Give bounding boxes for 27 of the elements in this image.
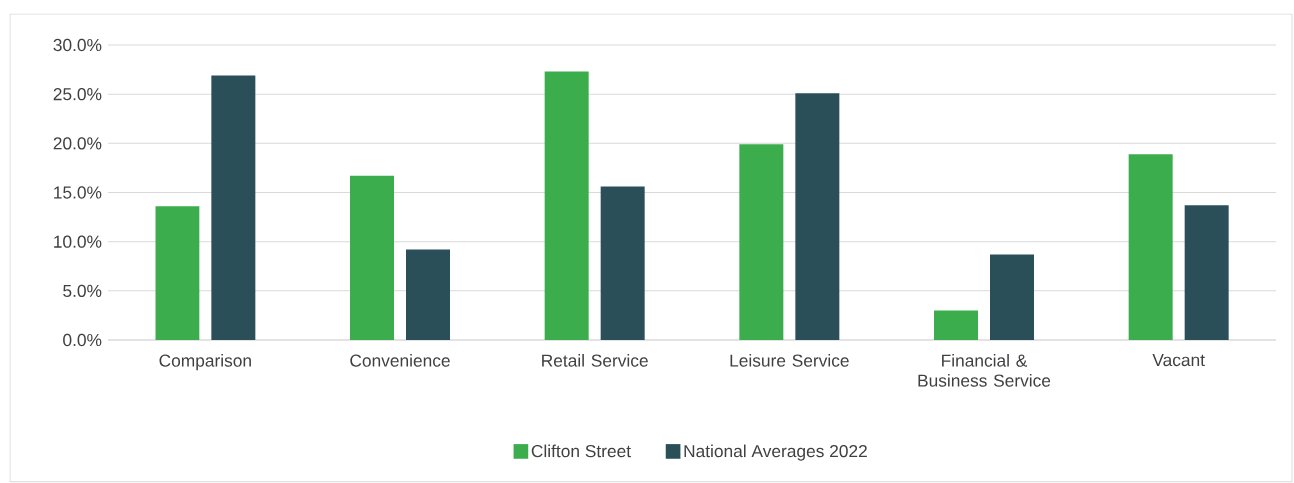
- bar: [1184, 205, 1229, 340]
- bar: [350, 175, 395, 340]
- x-tick-label: Convenience: [350, 354, 450, 367]
- bar: [990, 254, 1035, 340]
- bar: [1128, 154, 1173, 340]
- bar: [155, 206, 200, 340]
- x-tick-label: Comparison: [159, 354, 251, 371]
- y-tick-label: 0.0%: [63, 333, 102, 347]
- bar: [795, 93, 840, 340]
- x-tick-label: Financial & Business Service: [918, 354, 1051, 387]
- legend-label: Clifton Street: [531, 444, 631, 458]
- bar: [600, 186, 645, 340]
- bar: [406, 249, 451, 340]
- legend-label: National Averages 2022: [684, 444, 867, 461]
- x-tick-label: Retail Service: [542, 354, 648, 367]
- y-tick-label: 10.0%: [54, 235, 102, 248]
- y-tick-label: 15.0%: [54, 186, 102, 199]
- x-tick-label: Leisure Service: [730, 354, 849, 367]
- x-tick-label: Vacant: [1152, 354, 1205, 367]
- bar: [544, 71, 589, 340]
- y-tick-label: 30.0%: [53, 38, 102, 52]
- y-tick-label: 20.0%: [53, 137, 102, 150]
- bar: [934, 310, 979, 340]
- y-tick-label: 5.0%: [63, 284, 102, 297]
- bar: [739, 144, 784, 340]
- bar: [211, 75, 256, 340]
- y-tick-label: 25.0%: [53, 88, 102, 101]
